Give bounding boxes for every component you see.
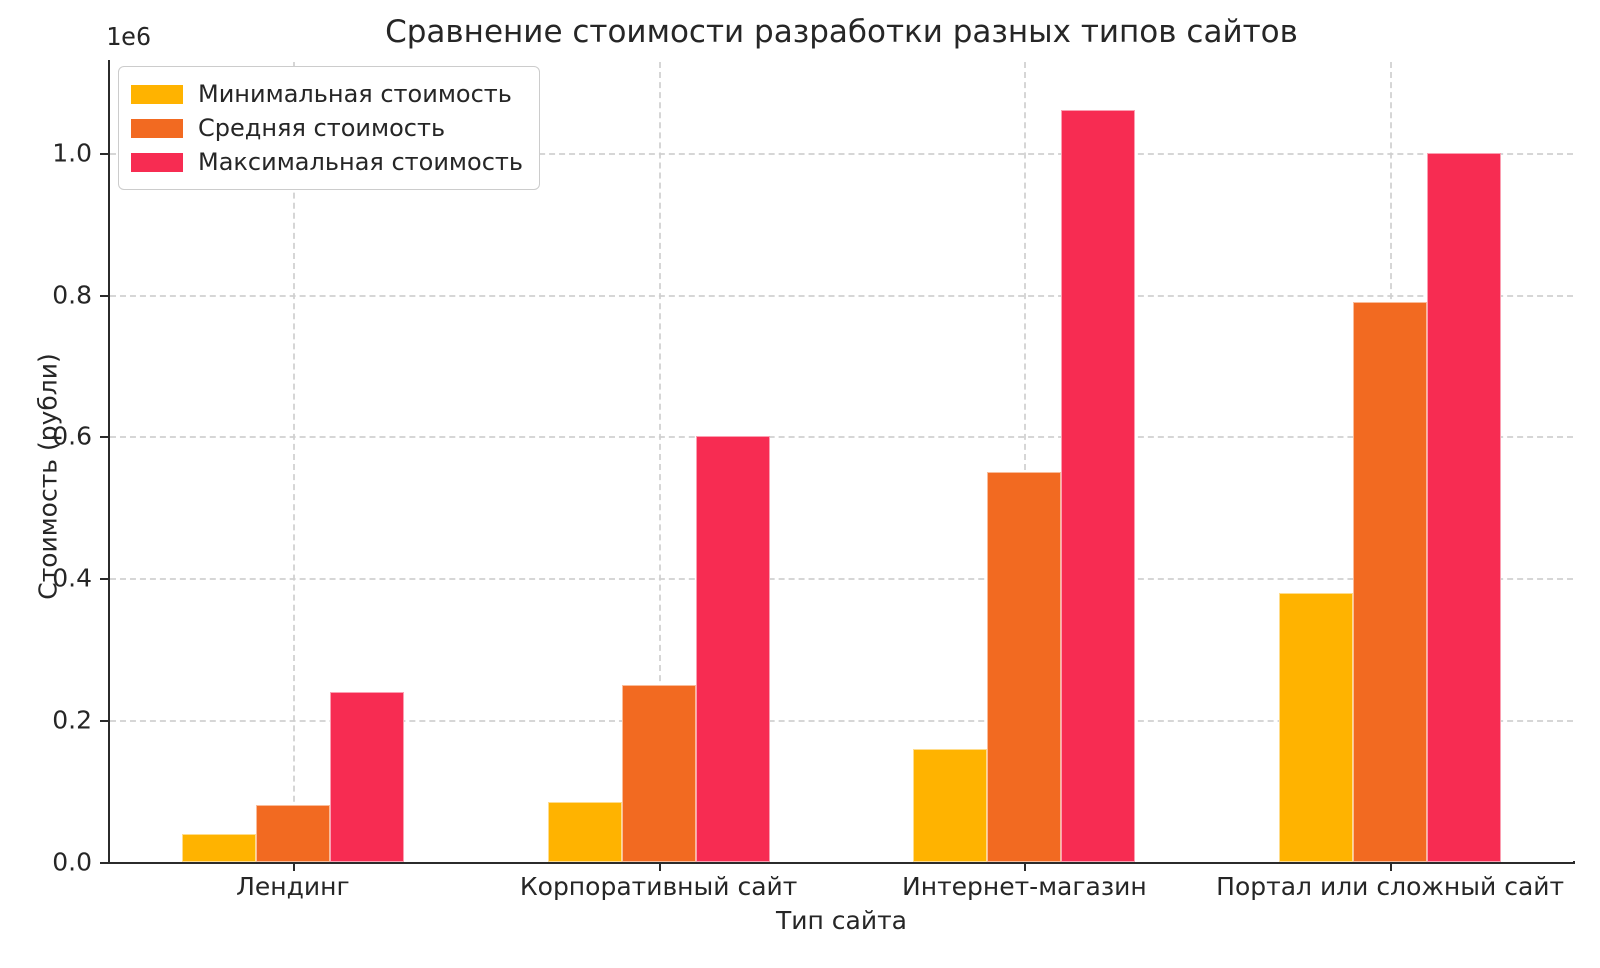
x-tick-label: Портал или сложный сайт (1216, 872, 1565, 901)
gridline-horizontal (110, 436, 1573, 439)
legend-swatch-icon (131, 152, 183, 172)
y-tick-label: 0.2 (52, 705, 92, 735)
y-tick-label: 0.6 (52, 421, 92, 451)
y-tick-mark (100, 862, 109, 864)
gridline-horizontal (110, 720, 1573, 723)
y-tick-label: 0.8 (52, 280, 92, 310)
legend-item: Максимальная стоимость (131, 145, 523, 179)
y-axis-spine (108, 60, 110, 864)
gridline-vertical (292, 62, 295, 862)
gridline-vertical (658, 62, 661, 862)
x-tick-mark (292, 863, 295, 871)
legend-item-label: Максимальная стоимость (198, 148, 524, 176)
y-tick-label: 0.4 (52, 563, 92, 593)
bar (329, 691, 404, 862)
y-axis-offset-label: 1e6 (106, 22, 152, 51)
bar (1279, 592, 1354, 862)
x-tick-label: Лендинг (236, 872, 350, 901)
bar (987, 471, 1062, 862)
bar (621, 684, 696, 862)
gridline-horizontal (110, 294, 1573, 297)
gridline-horizontal (110, 578, 1573, 581)
legend-item: Минимальная стоимость (131, 77, 523, 111)
bar (1427, 152, 1502, 862)
y-tick-label: 1.0 (52, 138, 92, 168)
bar (695, 436, 770, 862)
y-axis-title: Стоимость (рубли) (33, 353, 63, 600)
legend-item-label: Средняя стоимость (198, 114, 446, 142)
y-tick-mark (100, 152, 109, 155)
x-axis-title: Тип сайта (775, 906, 907, 935)
bar (547, 801, 622, 862)
x-tick-label: Корпоративный сайт (519, 872, 798, 901)
plot-area (110, 62, 1573, 862)
y-tick-mark (100, 578, 109, 581)
legend-item: Средняя стоимость (131, 111, 523, 145)
x-tick-mark (658, 863, 661, 871)
bar (1353, 301, 1428, 862)
x-tick-mark (1390, 863, 1393, 871)
gridline-vertical (1024, 62, 1027, 862)
y-tick-mark (100, 294, 109, 297)
x-axis-spine (108, 861, 1575, 864)
x-tick-label: Интернет-магазин (902, 872, 1147, 901)
y-tick-label: 0.0 (52, 847, 92, 877)
legend-item-label: Минимальная стоимость (198, 80, 512, 108)
bar (255, 805, 330, 862)
bar (181, 833, 256, 862)
bar (1061, 110, 1136, 862)
y-tick-mark (100, 720, 109, 723)
chart-legend: Минимальная стоимость Средняя стоимость Ма… (118, 66, 541, 190)
gridline-horizontal (110, 152, 1573, 155)
y-tick-mark (100, 436, 109, 439)
x-tick-mark (1024, 863, 1027, 871)
bar (913, 748, 988, 862)
chart-title: Сравнение стоимости разработки разных ти… (385, 14, 1298, 50)
legend-swatch-icon (131, 118, 183, 138)
legend-swatch-icon (131, 84, 183, 104)
